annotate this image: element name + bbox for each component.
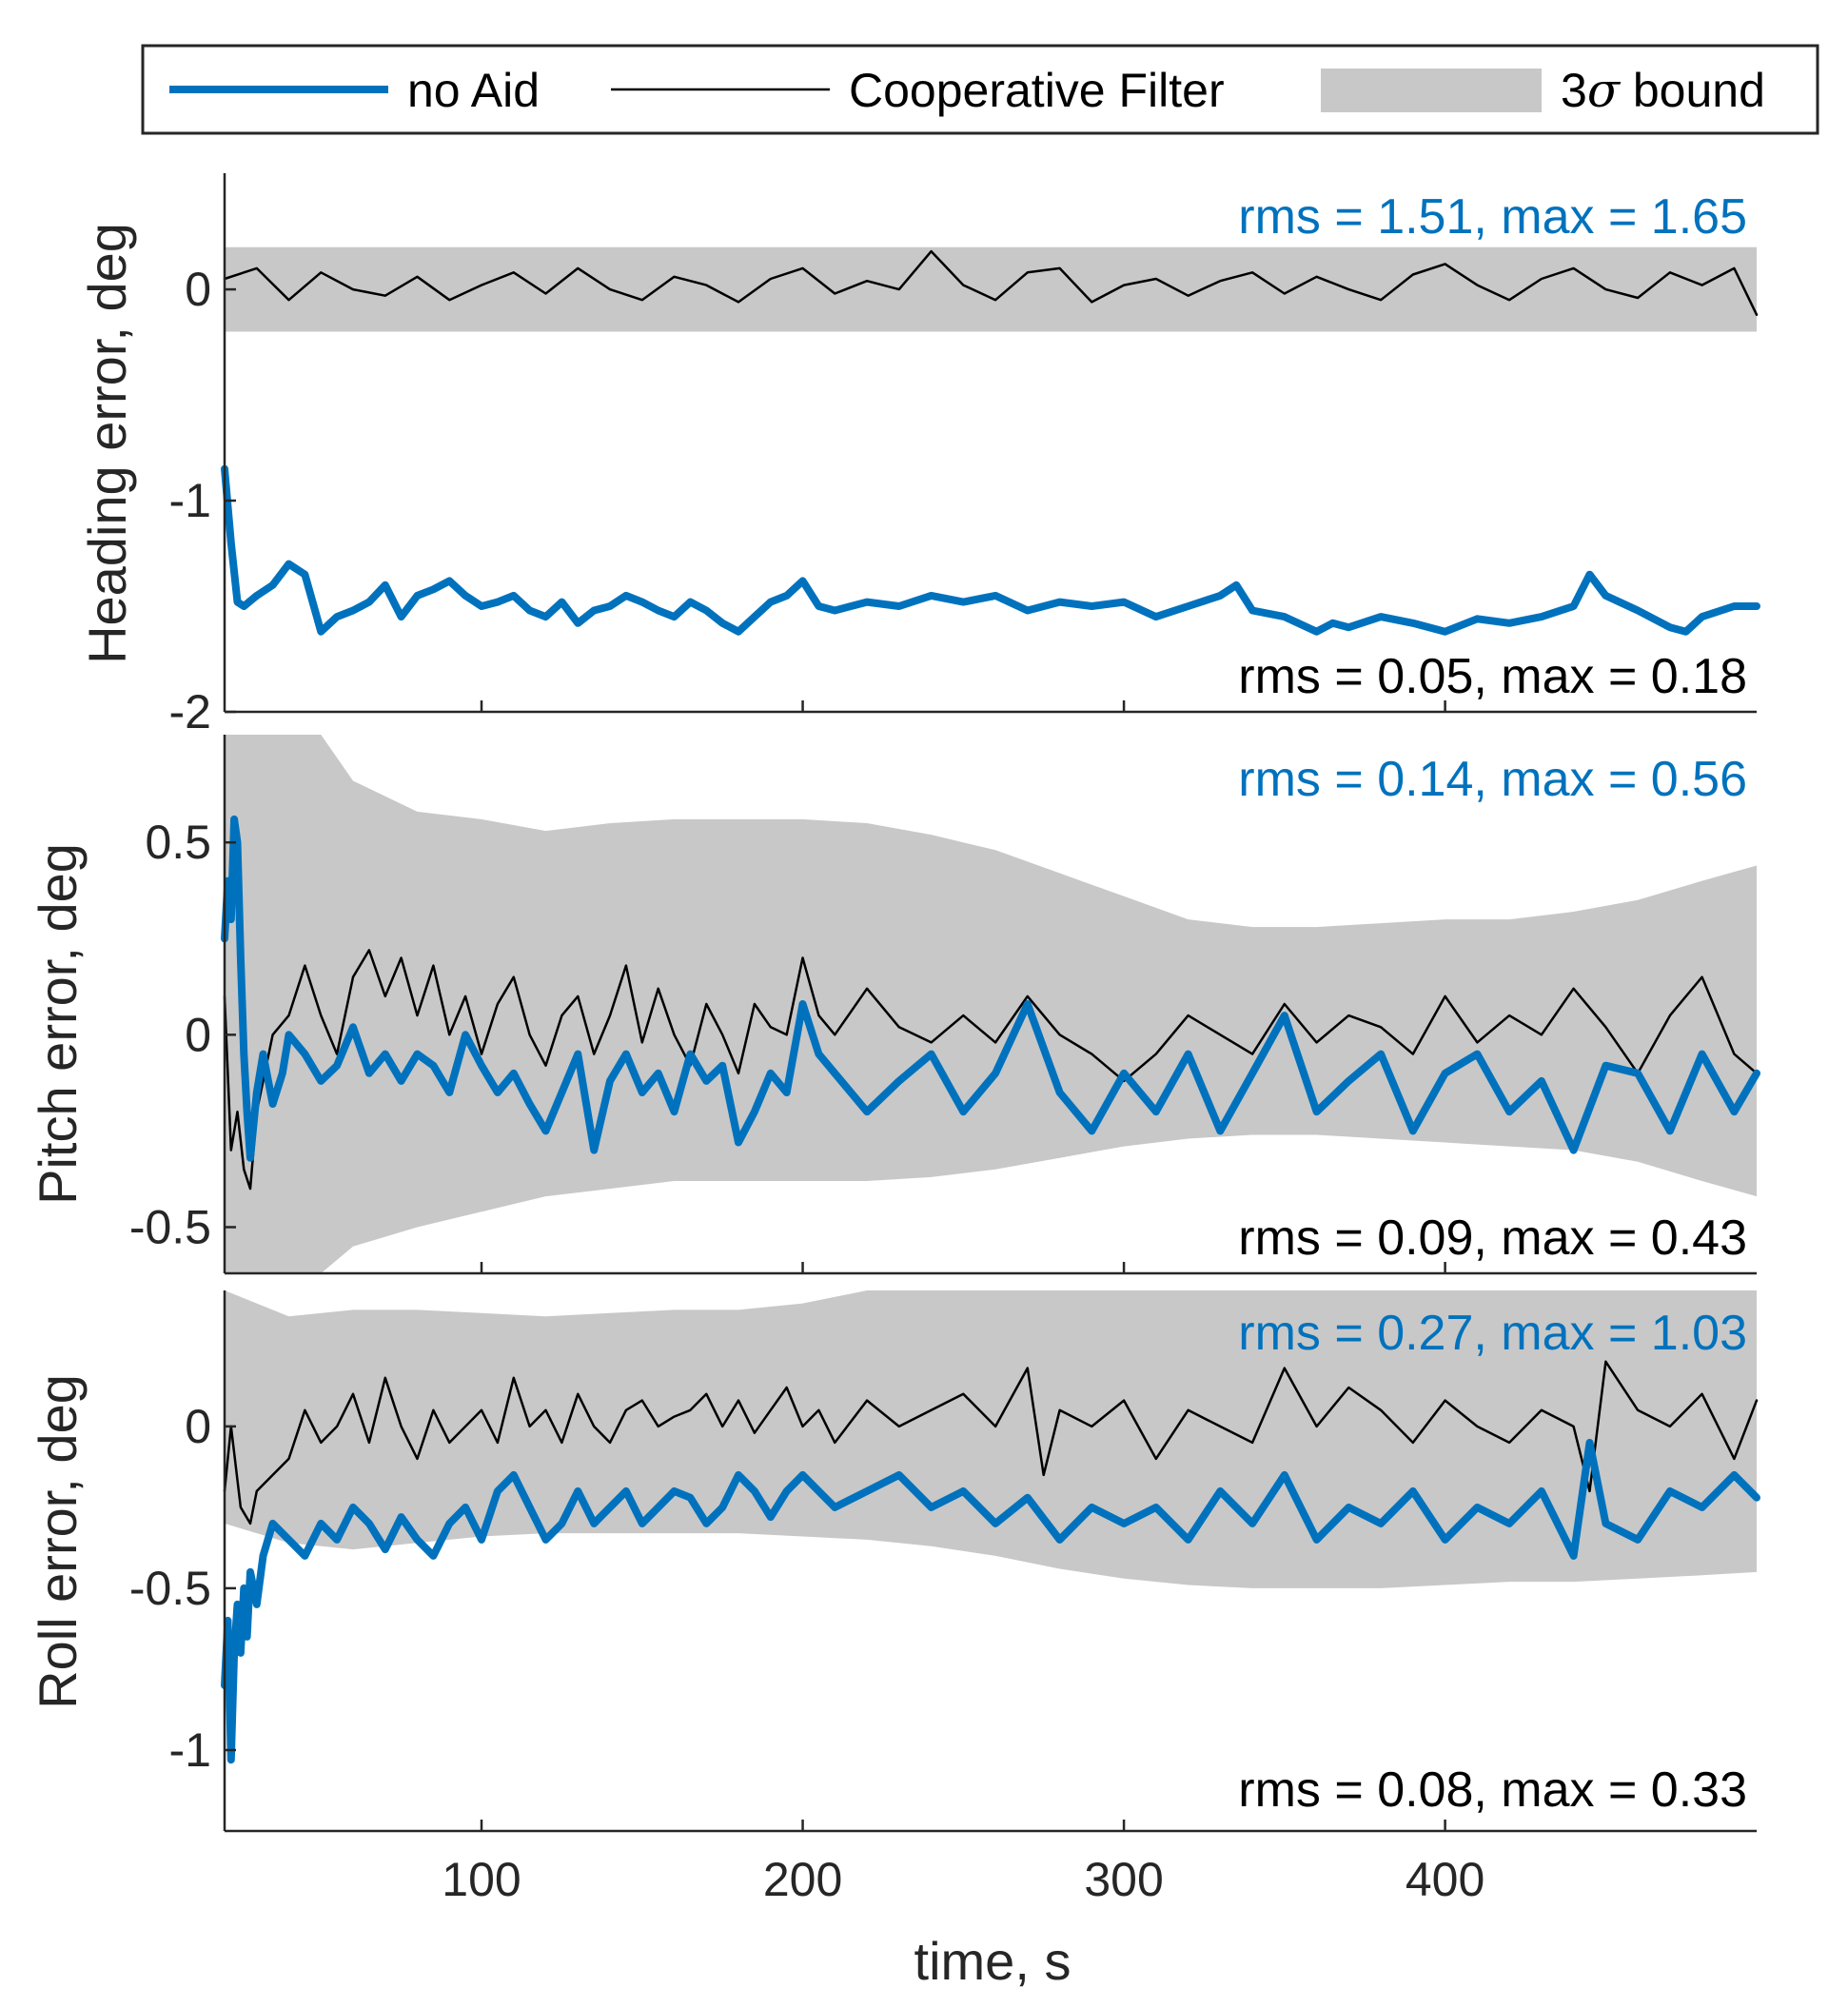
heading-no-aid-line [221,464,1760,636]
heading-panel: -2 -1 0 Heading error, deg rms = 1.51, max… [77,173,1760,738]
pitch-ytick-label: 0 [185,1008,211,1061]
pitch-no-aid-line [221,815,1760,1162]
heading-annotation-no-aid: rms = 1.51, max = 1.65 [1238,189,1747,245]
pitch-ytick-label: 0.5 [145,816,211,869]
legend-bound-suffix: bound [1620,64,1765,117]
heading-cooperative-filter-line [223,249,1759,316]
legend-label-bound: 3σ bound [1561,63,1765,118]
roll-cooperative-filter-line [223,1360,1759,1526]
roll-xtick-label: 300 [1084,1853,1163,1906]
roll-annotation-no-aid: rms = 0.27, max = 1.03 [1238,1306,1747,1361]
legend-label-no-aid: no Aid [407,64,540,117]
roll-ytick-label: -1 [169,1723,211,1777]
roll-no-aid-line [221,1438,1760,1764]
roll-annotation-cooperative-filter: rms = 0.08, max = 0.33 [1238,1762,1747,1818]
x-axis-title: time, s [914,1931,1071,1991]
heading-annotation-cooperative-filter: rms = 0.05, max = 0.18 [1238,649,1747,704]
heading-ytick-label: -2 [169,685,211,738]
roll-ytick-label: -0.5 [129,1562,211,1615]
roll-xtick-label: 400 [1406,1853,1484,1906]
roll-ytick-label: 0 [185,1400,211,1453]
pitch-bound-band [225,735,1757,1273]
legend-swatch-bound [1321,69,1542,112]
roll-ylabel: Roll error, deg [28,1374,88,1709]
roll-panel: 100 200 300 400 -1 -0.5 0 Roll error, deg rms … [28,1290,1760,1906]
heading-ylabel: Heading error, deg [77,223,137,664]
heading-ytick-label: -1 [169,474,211,527]
legend-bound-prefix: 3 [1561,64,1587,117]
legend-bound-sigma: σ [1587,63,1622,118]
pitch-ytick-label: -0.5 [129,1200,211,1253]
pitch-cooperative-filter-line [223,949,1759,1191]
pitch-annotation-cooperative-filter: rms = 0.09, max = 0.43 [1238,1211,1747,1266]
pitch-ylabel: Pitch error, deg [28,843,88,1205]
heading-bound-band [225,246,1757,332]
legend-label-cooperative-filter: Cooperative Filter [849,64,1225,117]
heading-ytick-label: 0 [185,263,211,316]
pitch-panel: -0.5 0 0.5 Pitch error, deg rms = 0.14, ma… [28,735,1760,1275]
legend: no Aid Cooperative Filter 3σ bound [141,44,1819,135]
roll-xtick-label: 100 [442,1853,521,1906]
roll-xtick-label: 200 [763,1853,842,1906]
pitch-annotation-no-aid: rms = 0.14, max = 0.56 [1238,752,1747,807]
